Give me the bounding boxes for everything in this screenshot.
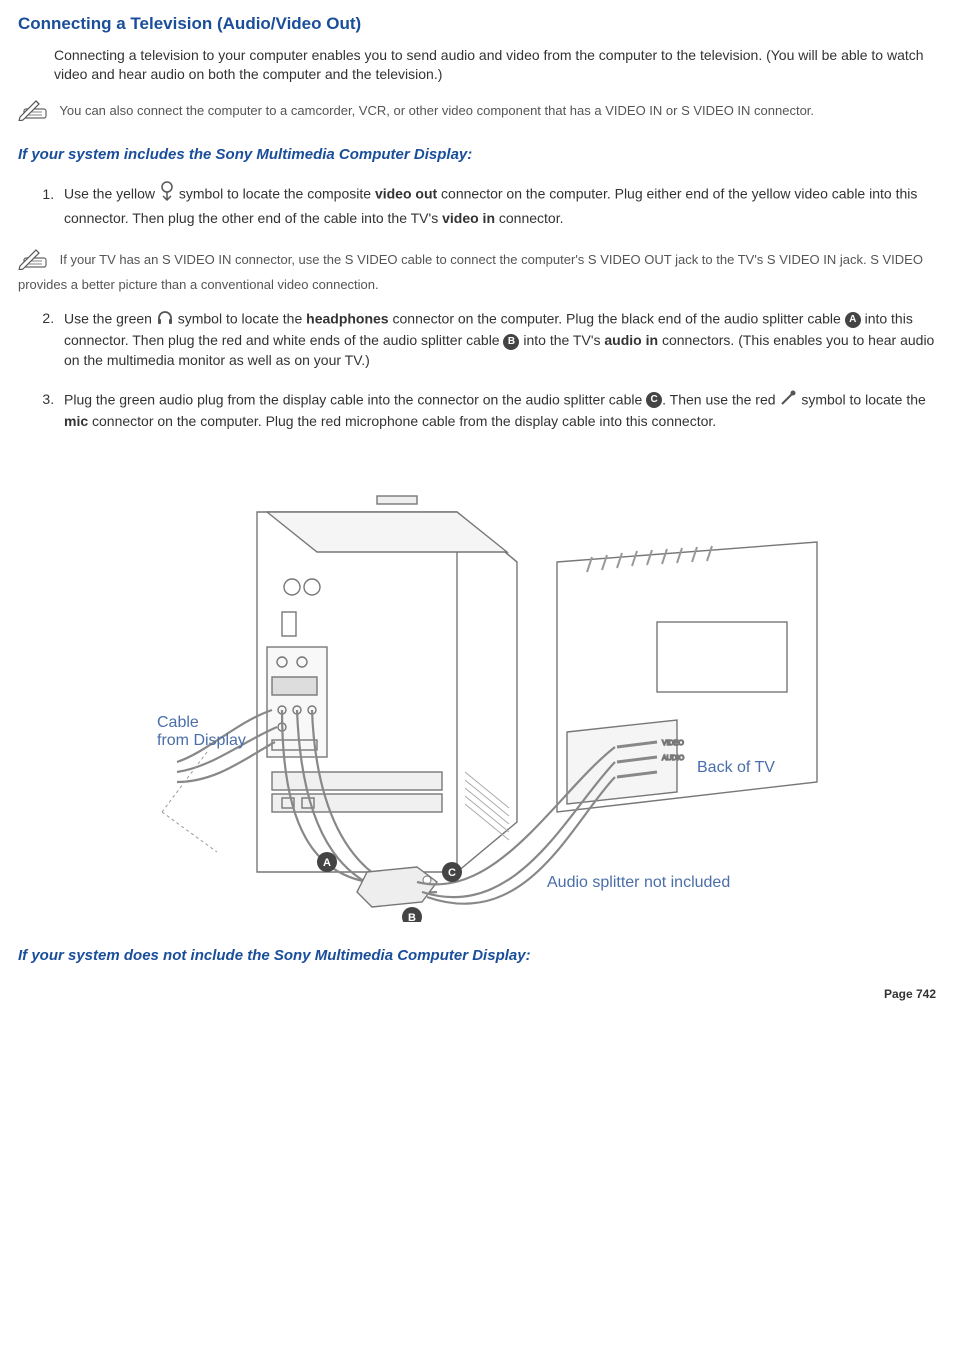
page-number: Page 742 <box>18 986 936 1003</box>
step2-text-a: Use the green <box>64 310 156 326</box>
pencil-note-icon <box>18 246 52 275</box>
step2-text-c: connector on the computer. Plug the blac… <box>389 310 845 326</box>
step3-text-c: symbol to locate the <box>801 391 926 407</box>
note-text-1: You can also connect the computer to a c… <box>59 103 814 118</box>
step3-text-a: Plug the green audio plug from the displ… <box>64 391 646 407</box>
fig-label-tv: Back of TV <box>697 759 775 776</box>
video-out-symbol-icon <box>159 181 175 209</box>
step2-text-e: into the TV's <box>523 332 604 348</box>
note-block-1: You can also connect the computer to a c… <box>18 97 936 126</box>
fig-letter-c: C <box>448 867 456 879</box>
pencil-note-icon <box>18 97 52 126</box>
steps-list: Use the yellow symbol to locate the comp… <box>42 181 936 228</box>
steps-list-continued: Use the green symbol to locate the headp… <box>42 308 936 432</box>
circle-letter-b-icon: B <box>503 334 519 350</box>
step1-bold-1: video out <box>375 186 437 202</box>
svg-text:VIDEO: VIDEO <box>662 740 684 747</box>
step1-text-b: symbol to locate the composite <box>179 186 375 202</box>
fig-letter-a: A <box>323 857 331 869</box>
step1-bold-2: video in <box>442 210 495 226</box>
step-2: Use the green symbol to locate the headp… <box>58 308 936 371</box>
step1-text-a: Use the yellow <box>64 186 159 202</box>
headphones-symbol-icon <box>156 308 174 332</box>
fig-letter-b: B <box>408 912 416 922</box>
svg-text:AUDIO: AUDIO <box>662 755 685 762</box>
step2-bold-1: headphones <box>306 310 388 326</box>
step1-text-d: connector. <box>495 210 564 226</box>
circle-letter-c-icon: C <box>646 392 662 408</box>
fig-label-splitter: Audio splitter not included <box>547 874 730 891</box>
step-1: Use the yellow symbol to locate the comp… <box>58 181 936 228</box>
subheading-1: If your system includes the Sony Multime… <box>18 144 936 165</box>
step-3: Plug the green audio plug from the displ… <box>58 389 936 432</box>
page-title: Connecting a Television (Audio/Video Out… <box>18 12 936 36</box>
step3-text-b: . Then use the red <box>662 391 779 407</box>
mic-symbol-icon <box>779 389 797 413</box>
step2-text-b: symbol to locate the <box>178 310 306 326</box>
intro-paragraph: Connecting a television to your computer… <box>54 46 936 85</box>
step2-bold-2: audio in <box>604 332 658 348</box>
fig-label-cable: Cable from Display <box>157 714 246 749</box>
circle-letter-a-icon: A <box>845 312 861 328</box>
note-block-2: If your TV has an S VIDEO IN connector, … <box>18 246 936 293</box>
subheading-2: If your system does not include the Sony… <box>18 945 936 966</box>
connection-diagram: VIDEO AUDIO A B C <box>18 452 936 928</box>
note-text-2: If your TV has an S VIDEO IN connector, … <box>18 252 923 291</box>
step3-bold-1: mic <box>64 413 88 429</box>
step3-text-d: connector on the computer. Plug the red … <box>88 413 716 429</box>
